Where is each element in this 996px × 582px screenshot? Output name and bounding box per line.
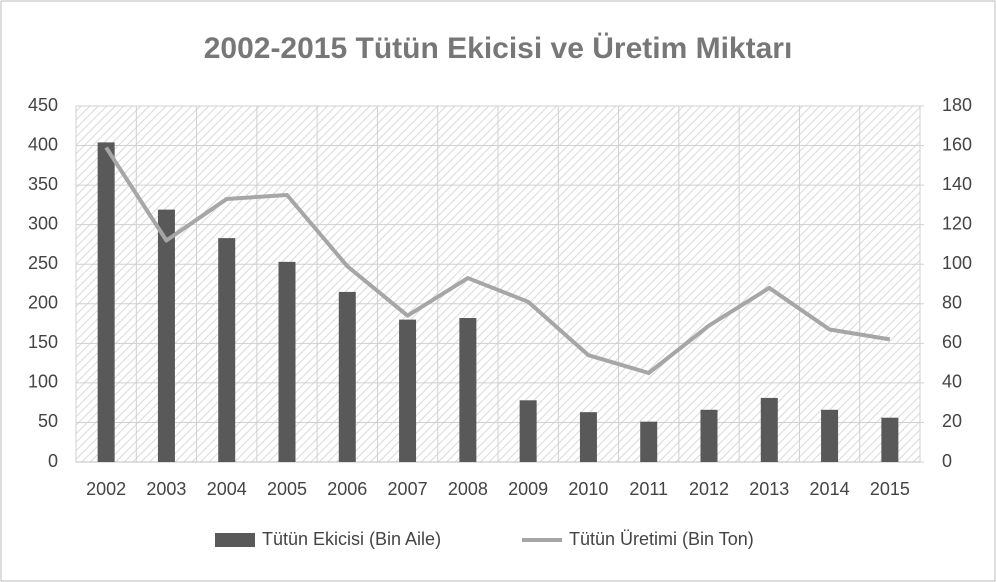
y2-tick-label: 100 [942,253,972,273]
y-tick-label: 400 [28,134,58,154]
legend-label: Tütün Ekicisi (Bin Aile) [262,529,441,549]
x-tick-label: 2002 [86,479,126,499]
bar [399,319,417,462]
y-tick-label: 150 [28,332,58,352]
legend-label: Tütün Üretimi (Bin Ton) [569,529,754,549]
y2-tick-label: 140 [942,174,972,194]
x-tick-label: 2012 [689,479,729,499]
x-tick-label: 2010 [568,479,608,499]
bar [640,421,658,462]
legend-swatch [215,533,255,547]
bar [519,400,537,462]
bar [459,318,477,462]
bar [278,261,296,462]
x-tick-label: 2003 [146,479,186,499]
y2-tick-label: 0 [942,451,952,471]
y-tick-label: 350 [28,174,58,194]
bar [218,238,236,462]
chart-title: 2002-2015 Tütün Ekicisi ve Üretim Miktar… [204,32,793,65]
y-tick-label: 100 [28,372,58,392]
y2-tick-label: 80 [942,293,962,313]
y2-tick-label: 120 [942,213,972,233]
x-tick-label: 2011 [629,479,668,499]
bar [760,397,778,462]
y2-tick-label: 40 [942,372,962,392]
bar [157,209,175,462]
bar [700,409,718,462]
bar [97,142,115,462]
bar [881,417,899,462]
x-tick-label: 2015 [870,479,910,499]
x-tick-label: 2009 [508,479,548,499]
y2-tick-label: 20 [942,411,962,431]
y-tick-label: 250 [28,253,58,273]
x-tick-label: 2006 [327,479,367,499]
y-tick-label: 200 [28,293,58,313]
y-tick-label: 50 [38,411,58,431]
line [104,146,891,375]
bar [579,412,597,462]
x-tick-label: 2014 [810,479,850,499]
y2-tick-label: 180 [942,95,972,115]
x-tick-label: 2005 [267,479,307,499]
y-tick-label: 450 [28,95,58,115]
y2-tick-label: 160 [942,134,972,154]
x-tick-label: 2013 [749,479,789,499]
bar [338,291,356,462]
y-tick-label: 0 [48,451,58,471]
x-tick-label: 2007 [388,479,428,499]
x-tick-label: 2008 [448,479,488,499]
y-tick-label: 300 [28,213,58,233]
y2-tick-label: 60 [942,332,962,352]
bar [821,409,839,462]
x-tick-label: 2004 [207,479,247,499]
